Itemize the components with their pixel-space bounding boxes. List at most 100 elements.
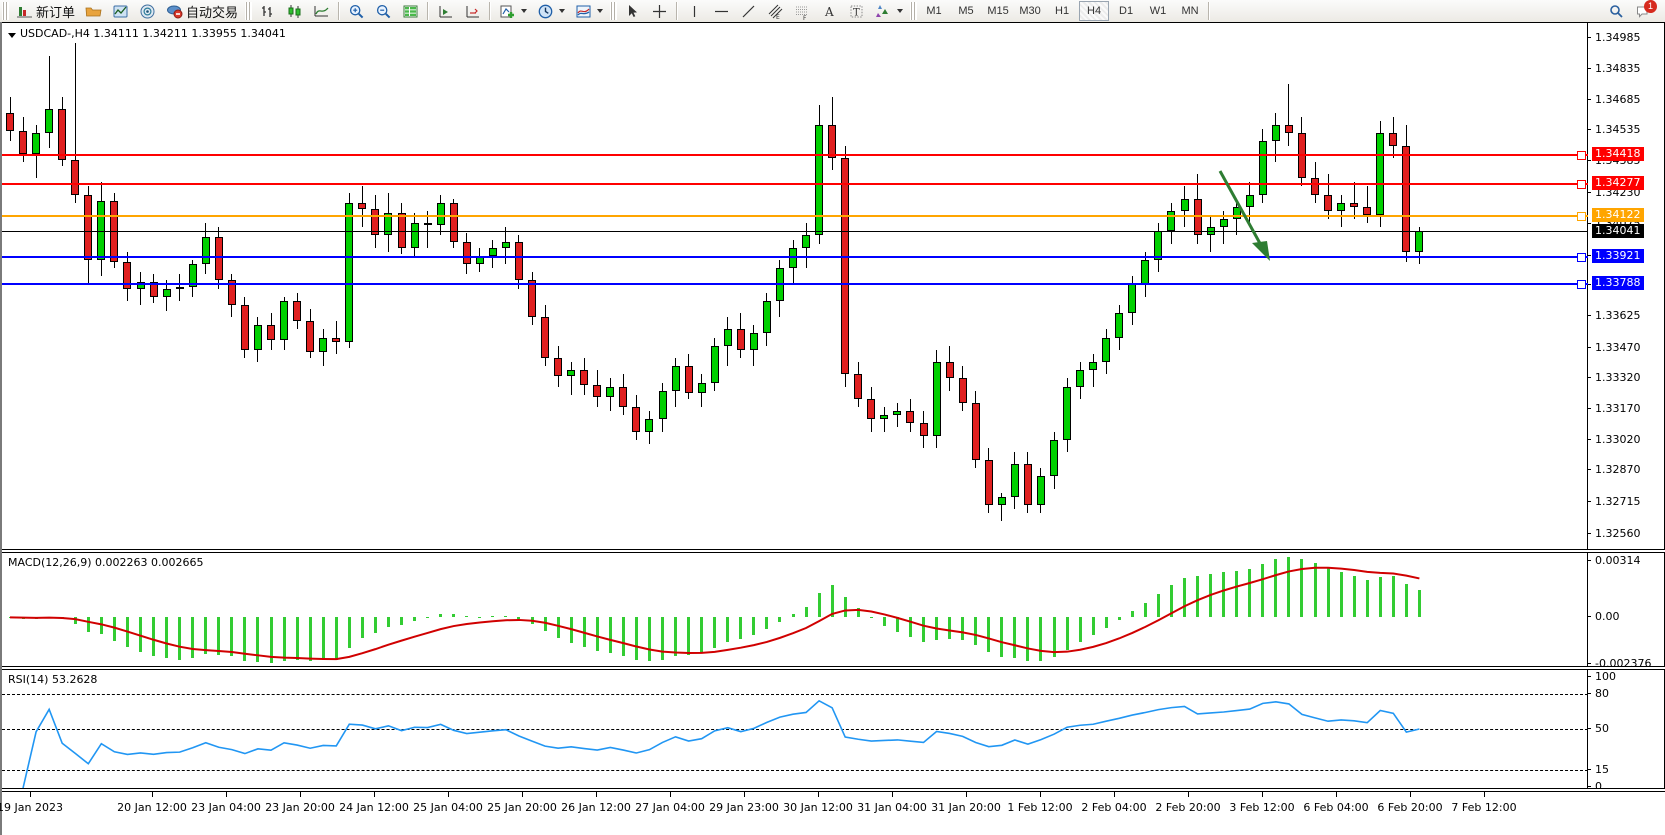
candle-body [1167,210,1176,232]
line-chart-icon [313,3,330,20]
timeframe-w1[interactable]: W1 [1149,5,1167,17]
time-tick-label: 6 Feb 04:00 [1303,801,1369,814]
macd-histogram-bar [1300,559,1304,618]
chart-area: USDCAD-,H4 1.34111 1.34211 1.33955 1.340… [0,22,1665,835]
time-tick-label: 19 Jan 2023 [0,801,63,814]
shapes-button[interactable] [870,0,908,22]
price-line-handle[interactable] [1577,279,1586,289]
macd-histogram-bar [386,617,390,627]
timeframe-m30[interactable]: M30 [1019,5,1041,17]
add-indicator-button[interactable] [494,0,532,22]
toolbar-separator-3 [489,2,492,20]
zoom-in-button[interactable] [343,0,370,22]
templates-button[interactable] [570,0,608,22]
chevron-down-icon-3[interactable] [597,9,604,13]
timeframe-m15[interactable]: M15 [987,5,1009,17]
candlestick [1063,23,1072,549]
macd-histogram-bar [282,617,286,661]
price-line-handle[interactable] [1577,179,1586,189]
price-line-handle[interactable] [1577,151,1586,161]
candle-body [789,247,797,269]
chevron-down-icon[interactable] [521,9,528,13]
candlestick [736,23,745,549]
new-order-button[interactable]: 新订单 [11,0,80,22]
candle-body [697,382,706,393]
candlestick [1232,23,1241,549]
time-axis[interactable]: 19 Jan 2023 20 Jan 12:00 23 Jan 04:00 23 Ja… [0,791,1665,835]
candlestick [723,23,732,549]
candle-body [1010,464,1019,497]
macd-histogram-bar [595,617,599,652]
rsi-plot[interactable] [2,670,1588,788]
trendline-button[interactable] [735,0,762,22]
candle-body [384,212,393,236]
tick-mark [1588,616,1591,618]
price-axis[interactable]: 1.349851.348351.346851.345351.343851.342… [1587,23,1664,549]
folder-icon [85,3,102,20]
timeframe-h4[interactable]: H4 [1079,1,1110,21]
chart-shift-button[interactable] [459,0,486,22]
candlestick-chart-button[interactable] [281,0,308,22]
horizontal-line-button[interactable] [708,0,735,22]
candlestick [397,23,406,549]
equidistant-channel-button[interactable]: E [762,0,789,22]
candle-body [736,329,745,350]
candlestick [815,23,824,549]
toolbar-grip-2[interactable] [245,2,253,20]
toolbar-grip[interactable] [2,2,9,20]
chevron-down-icon-2[interactable] [559,9,566,13]
folder-button[interactable] [80,0,107,22]
timeframe-m5[interactable]: M5 [958,5,974,17]
macd-histogram-bar [543,617,547,631]
vertical-line-button[interactable] [681,0,708,22]
timeframe-m1[interactable]: M1 [926,5,942,17]
notification-badge: 1 [1644,0,1657,13]
candle-body [1193,198,1202,236]
price-pane[interactable]: USDCAD-,H4 1.34111 1.34211 1.33955 1.340… [2,22,1665,550]
candlestick [1076,23,1085,549]
price-line-handle[interactable] [1577,252,1586,262]
candlestick [1180,23,1189,549]
text-label-button[interactable]: T [843,0,870,22]
signals-button[interactable] [134,0,161,22]
macd-histogram-bar [647,617,651,662]
crosshair-button[interactable] [646,0,673,22]
rsi-pane[interactable]: RSI(14) 53.2628 100 80 50 15 0 [2,669,1665,789]
toolbar-grip-4[interactable] [910,2,918,20]
cursor-button[interactable] [619,0,646,22]
market-watch-button[interactable] [107,0,134,22]
chevron-down-icon-4[interactable] [897,9,904,13]
macd-histogram-bar [204,617,208,655]
period-button[interactable] [532,0,570,22]
chart-collapse-icon[interactable] [8,33,16,38]
time-tick-label: 30 Jan 12:00 [783,801,853,814]
timeframe-mn[interactable]: MN [1181,5,1199,17]
bar-chart-button[interactable] [254,0,281,22]
candle-body [84,194,93,260]
text-button[interactable]: A [816,0,843,22]
timeframe-h1[interactable]: H1 [1055,5,1070,17]
candlestick [514,23,523,549]
notifications-button[interactable]: 1 [1630,0,1657,22]
candlestick [462,23,471,549]
time-tick-label: 24 Jan 12:00 [339,801,409,814]
macd-pane[interactable]: MACD(12,26,9) 0.002263 0.002665 0.00314 0… [2,552,1665,667]
scroll-end-button[interactable] [432,0,459,22]
auto-trading-button[interactable]: 自动交易 [161,0,243,22]
zoom-out-button[interactable] [370,0,397,22]
candle-body [45,108,54,134]
candlestick [371,23,380,549]
search-button[interactable] [1603,0,1630,22]
candle-wick [883,407,885,432]
price-plot[interactable] [2,23,1588,549]
candle-body [1337,202,1346,211]
data-window-button[interactable] [397,0,424,22]
price-line-handle[interactable] [1577,211,1586,221]
toolbar-grip-3[interactable] [610,2,618,20]
line-chart-button[interactable] [308,0,335,22]
fibonacci-button[interactable]: F [789,0,816,22]
macd-histogram-bar [882,617,886,626]
candlestick [175,23,184,549]
macd-plot[interactable] [2,553,1588,666]
timeframe-d1[interactable]: D1 [1119,5,1134,17]
